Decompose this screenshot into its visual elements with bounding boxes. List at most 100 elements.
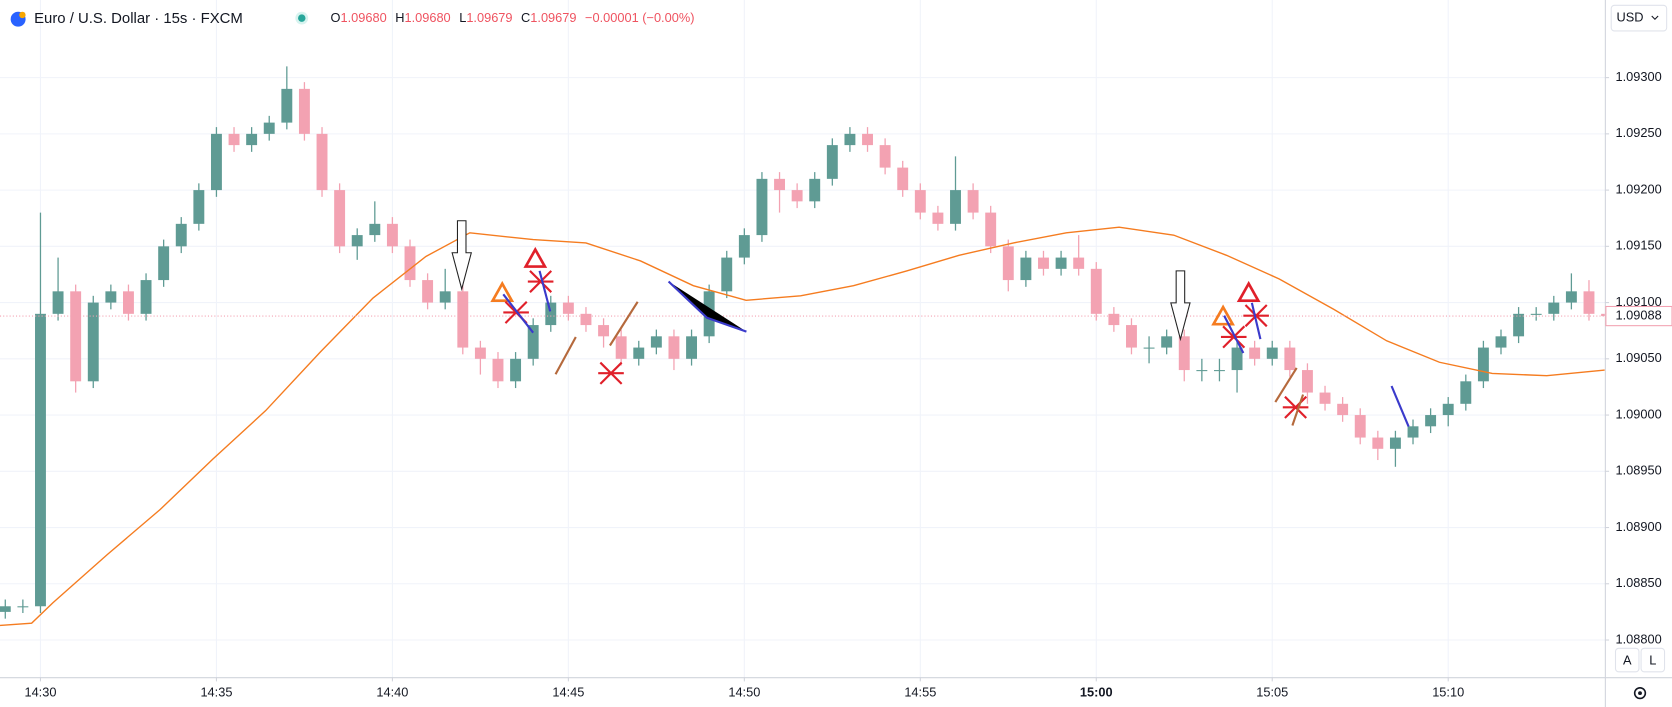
candle-body [105, 291, 117, 303]
candle-body [158, 246, 170, 281]
candle-body [369, 223, 381, 236]
candle-body [87, 302, 99, 382]
candle-body [580, 313, 592, 326]
candle-body [1002, 246, 1014, 281]
candle-body [439, 291, 451, 303]
candle-body [633, 347, 645, 359]
y-tick-label: 1.08850 [1615, 575, 1661, 590]
y-tick-label: 1.09250 [1615, 125, 1661, 140]
candle-body [932, 212, 944, 224]
last-price-box [1605, 305, 1672, 327]
candle-body [0, 606, 11, 612]
candle-body [598, 325, 610, 337]
candle-body [686, 336, 698, 359]
candle-body [123, 291, 134, 314]
x-tick-label: 14:55 [904, 685, 936, 700]
candle-body [615, 336, 627, 359]
legend-key: C [521, 11, 530, 26]
candle-body [52, 291, 64, 314]
y-tick-label: 1.09300 [1615, 69, 1661, 84]
candle-body [844, 133, 856, 146]
legend-key: O [331, 11, 341, 26]
candle-body [545, 302, 557, 326]
candle-body [1301, 370, 1313, 393]
candle-body [1530, 313, 1542, 315]
arrow-drawing [1170, 270, 1191, 342]
candle-body [914, 190, 926, 213]
candle-body [1442, 403, 1454, 416]
candle-body [1354, 415, 1366, 438]
currency-label[interactable]: USD [1617, 10, 1644, 25]
candle-body [562, 302, 574, 314]
candle-body [351, 235, 363, 247]
settings-button[interactable] [1633, 686, 1647, 700]
candle-body [70, 291, 82, 382]
candle-body [334, 190, 346, 247]
line-drawings [554, 301, 1305, 426]
y-tick-label: 1.08900 [1615, 519, 1661, 534]
candle-body [721, 257, 733, 292]
legend-value: 1.09680 [341, 11, 387, 26]
candle-body [193, 190, 205, 224]
log-scale-button[interactable] [1640, 647, 1666, 673]
candle-body [1126, 325, 1137, 348]
candle-body [1495, 336, 1507, 348]
x-tick-label: 15:00 [1080, 685, 1113, 700]
log-scale-label[interactable]: L [1649, 653, 1656, 668]
x-tick-label: 15:10 [1432, 685, 1464, 700]
symbol-title: Euro / U.S. Dollar · 15s · FXCM [34, 10, 243, 27]
candle-body [1108, 313, 1120, 326]
x-tick-label: 14:35 [200, 685, 232, 700]
candle-body [1073, 257, 1085, 269]
dropdown-caret[interactable] [1651, 15, 1659, 20]
candle-body [527, 325, 539, 359]
arrow-drawing [451, 220, 473, 292]
x-tick-label: 14:50 [728, 685, 760, 700]
candle-body [774, 178, 785, 191]
candle-body [1196, 370, 1208, 372]
candle-body [1213, 370, 1225, 372]
candle-body [1477, 347, 1489, 382]
candle-body [1055, 257, 1067, 269]
y-tick-label: 1.09100 [1615, 294, 1661, 309]
drawings [451, 220, 1410, 427]
y-tick-label: 1.08950 [1615, 463, 1661, 478]
legend-key: L [459, 11, 466, 26]
status-dot [298, 14, 306, 22]
candle-body [1583, 291, 1595, 314]
legend-value: 1.09679 [530, 11, 576, 26]
candle-body [1460, 381, 1472, 404]
candle-body [386, 223, 398, 247]
candle-body [140, 280, 152, 314]
symbol-icon [19, 11, 26, 19]
candle-body [210, 133, 222, 191]
candle-body [967, 190, 979, 213]
candle-body [175, 223, 187, 247]
candle-body [1178, 336, 1190, 371]
candle-body [809, 178, 821, 202]
candle-body [1231, 347, 1243, 371]
line-drawings [502, 270, 1410, 427]
candle-body [1266, 347, 1278, 359]
candle-body [897, 167, 909, 191]
candle-body [1020, 257, 1032, 281]
candle-body [879, 145, 891, 168]
candle-body [316, 133, 328, 191]
plot-area [0, 66, 1605, 627]
x-tick-label: 14:40 [376, 685, 408, 700]
legend-value: 1.09680 [404, 11, 450, 26]
candle-body [862, 133, 873, 146]
header: Euro / U.S. Dollar · 15s · FXCM O1.09680… [10, 10, 694, 27]
auto-scale-button[interactable] [1614, 647, 1640, 673]
candle-body [35, 313, 46, 607]
legend-key: H [395, 11, 404, 26]
currency-button[interactable] [1610, 4, 1668, 32]
last-price-label: 1.09088 [1615, 307, 1661, 322]
candle-body [1601, 313, 1605, 317]
auto-scale-label[interactable]: A [1623, 653, 1632, 668]
candle-body [1548, 302, 1560, 314]
candle-body [1284, 347, 1296, 371]
x-tick-label: 14:30 [24, 685, 56, 700]
